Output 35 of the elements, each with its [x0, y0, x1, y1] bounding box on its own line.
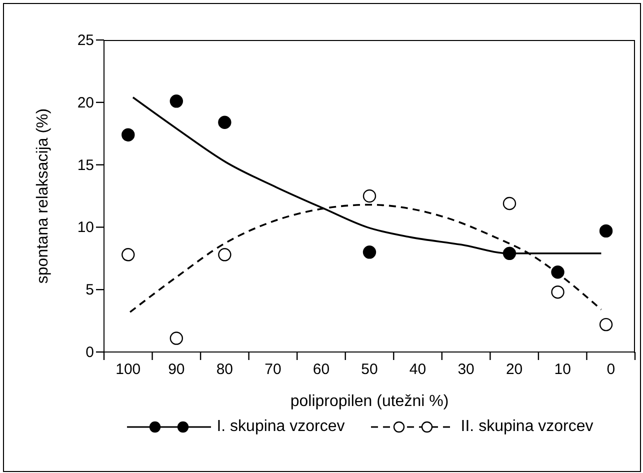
x-tick-label: 10	[554, 361, 571, 378]
y-tick-label: 0	[86, 344, 94, 361]
x-tick-label: 80	[216, 361, 234, 378]
x-tick-label: 90	[168, 361, 185, 378]
point	[551, 285, 564, 299]
point	[551, 266, 564, 279]
y-tick-label: 5	[86, 282, 94, 299]
point	[170, 94, 184, 108]
point	[599, 318, 613, 332]
x-tick-label: 20	[506, 361, 523, 378]
x-axis-title: polipropilen (utežni %)	[290, 393, 449, 410]
legend-label: I. skupina vzorcev	[216, 418, 345, 436]
point	[170, 332, 184, 345]
y-tick-label: 20	[77, 94, 94, 112]
x-tick-label: 40	[409, 361, 426, 378]
y-axis-title: spontana relaksacija (%)	[34, 108, 52, 284]
x-tick-label: 100	[116, 361, 141, 378]
point	[362, 246, 376, 259]
x-tick-label: 30	[458, 361, 474, 378]
point	[599, 224, 613, 238]
point	[362, 189, 376, 203]
y-tick-label: 10	[77, 219, 94, 236]
point	[502, 196, 516, 210]
point	[122, 248, 135, 262]
point	[218, 248, 232, 262]
legend-label: II. skupina vzorcev	[460, 418, 594, 436]
x-tick-label: 0	[606, 361, 616, 378]
y-tick-label: 25	[77, 32, 94, 49]
y-tick-label: 15	[77, 156, 94, 174]
point	[218, 116, 232, 129]
point	[502, 246, 516, 260]
x-tick-label: 70	[264, 361, 282, 378]
point	[122, 128, 135, 142]
x-tick-label: 50	[361, 361, 378, 378]
x-tick-label: 60	[312, 361, 330, 378]
